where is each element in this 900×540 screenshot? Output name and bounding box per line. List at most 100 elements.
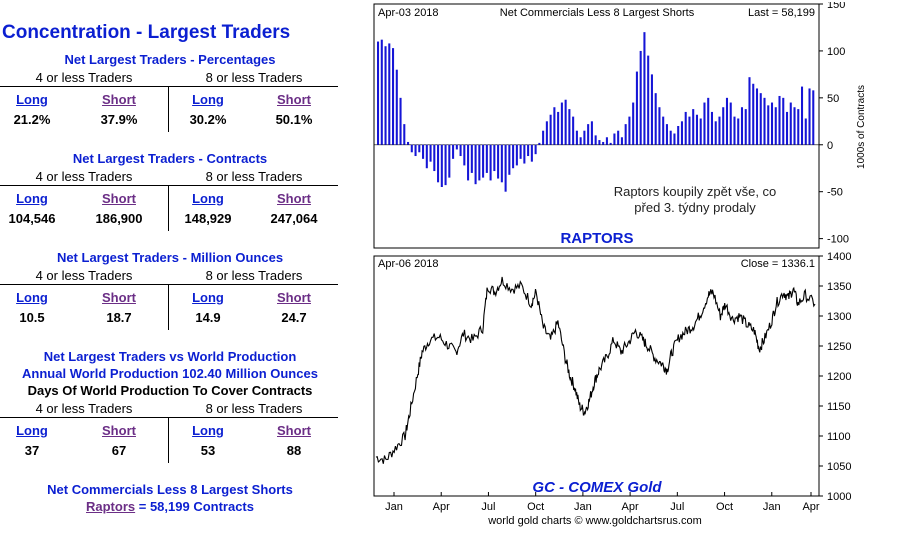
- bar: [485, 144, 488, 173]
- column-divider: [168, 86, 169, 132]
- bar: [470, 144, 473, 173]
- bar: [695, 114, 698, 145]
- bar: [553, 107, 556, 145]
- value-cell: 21.2%: [13, 112, 51, 127]
- long-link[interactable]: Long: [16, 290, 48, 305]
- bar: [800, 86, 804, 145]
- long-link[interactable]: Long: [192, 290, 224, 305]
- short-link[interactable]: Short: [277, 191, 311, 206]
- bar: [609, 142, 612, 145]
- column-divider: [168, 417, 169, 463]
- value-cell: 18.7: [106, 310, 132, 325]
- x-tick-label: Apr: [622, 501, 639, 513]
- bar: [804, 118, 807, 145]
- bar: [590, 121, 593, 145]
- value-cell: 37: [24, 443, 40, 458]
- value-cell: 50.1%: [275, 112, 313, 127]
- y-tick-label: 100: [827, 46, 845, 58]
- long-link[interactable]: Long: [16, 423, 48, 438]
- bar: [425, 144, 428, 169]
- bar: [377, 41, 380, 145]
- bar: [643, 32, 646, 145]
- bar: [684, 111, 687, 145]
- x-tick-label: Jan: [574, 501, 592, 513]
- value-cell: 24.7: [281, 310, 307, 325]
- bar: [635, 71, 638, 145]
- bar: [500, 144, 503, 183]
- bar: [647, 55, 650, 145]
- short-link[interactable]: Short: [102, 191, 136, 206]
- bar: [489, 144, 492, 181]
- bar: [740, 107, 744, 145]
- value-cell: 14.9: [195, 310, 221, 325]
- value-cell: 30.2%: [189, 112, 227, 127]
- raptors-link[interactable]: Raptors: [86, 499, 136, 514]
- section-title: Net Largest Traders - Million Ounces: [56, 250, 284, 265]
- bar: [812, 90, 815, 145]
- bar: [658, 107, 661, 145]
- bar: [808, 88, 811, 145]
- section-title: Annual World Production 102.40 Million O…: [22, 366, 318, 381]
- long-link[interactable]: Long: [192, 423, 224, 438]
- bar: [774, 107, 777, 145]
- bar: [617, 130, 620, 145]
- bar: [587, 124, 590, 145]
- short-link[interactable]: Short: [277, 423, 311, 438]
- bar: [620, 137, 623, 145]
- bar: [545, 121, 548, 145]
- bar: [639, 50, 642, 145]
- raptors-label: RAPTORS: [560, 230, 633, 247]
- long-link[interactable]: Long: [192, 92, 224, 107]
- group-4-or-less: 4 or less Traders: [35, 70, 133, 85]
- bar: [703, 102, 706, 145]
- bar: [662, 116, 665, 145]
- footer-title: Net Commercials Less 8 Largest Shorts: [47, 482, 293, 497]
- short-link[interactable]: Short: [277, 92, 311, 107]
- section-title: Days Of World Production To Cover Contra…: [27, 383, 313, 398]
- bar: [557, 111, 560, 145]
- section-title: Net Largest Traders - Percentages: [64, 52, 276, 67]
- bar: [707, 97, 710, 145]
- bar: [410, 144, 413, 153]
- x-tick-label: Jul: [481, 501, 495, 513]
- bar: [755, 88, 759, 145]
- bar: [395, 69, 398, 145]
- value-cell: 186,900: [95, 211, 143, 226]
- x-tick-label: Jan: [763, 501, 781, 513]
- bar: [710, 111, 714, 145]
- x-tick-label: Jul: [670, 501, 684, 513]
- short-link[interactable]: Short: [102, 290, 136, 305]
- y-tick-label: 1100: [827, 431, 851, 443]
- bar: [789, 102, 792, 145]
- date-label: Apr-06 2018: [378, 258, 439, 270]
- bar: [429, 144, 432, 162]
- long-link[interactable]: Long: [192, 191, 224, 206]
- x-tick-label: Oct: [716, 501, 733, 513]
- y-tick-label: 50: [827, 93, 839, 105]
- bar: [594, 135, 597, 145]
- y-tick-label: 1250: [827, 341, 851, 353]
- long-link[interactable]: Long: [16, 92, 48, 107]
- bar: [729, 102, 732, 145]
- y-tick-label: 1300: [827, 311, 851, 323]
- short-link[interactable]: Short: [102, 92, 136, 107]
- bar: [538, 142, 541, 145]
- bar: [564, 99, 567, 145]
- bar: [392, 48, 395, 145]
- section-title: Net Largest Traders - Contracts: [72, 151, 268, 166]
- group-8-or-less: 8 or less Traders: [205, 70, 303, 85]
- bar: [448, 144, 451, 178]
- short-link[interactable]: Short: [277, 290, 311, 305]
- long-link[interactable]: Long: [16, 191, 48, 206]
- group-4-or-less: 4 or less Traders: [35, 169, 133, 184]
- value-cell: 67: [111, 443, 127, 458]
- short-link[interactable]: Short: [102, 423, 136, 438]
- bar: [714, 121, 717, 145]
- group-8-or-less: 8 or less Traders: [205, 268, 303, 283]
- column-divider: [168, 185, 169, 231]
- value-cell: 148,929: [184, 211, 232, 226]
- y-tick-label: 0: [827, 140, 833, 152]
- bar: [718, 116, 721, 145]
- bar: [654, 93, 657, 145]
- value-cell: 88: [286, 443, 302, 458]
